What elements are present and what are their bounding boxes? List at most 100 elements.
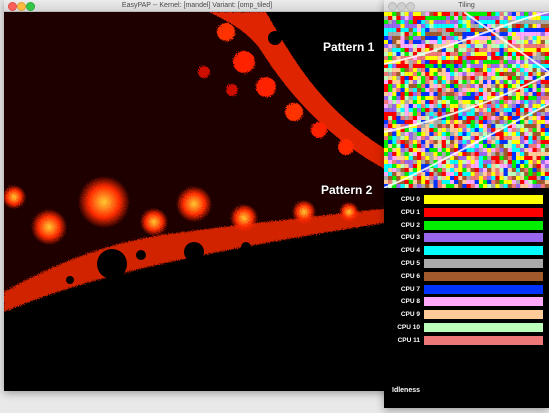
tile <box>425 44 430 49</box>
tile <box>450 40 455 45</box>
tile <box>507 180 512 185</box>
cpu-legend-row: CPU 3 <box>384 233 549 243</box>
main-titlebar[interactable]: EasyPAP -- Kernel: [mandel] Variant: [om… <box>4 0 390 12</box>
tile <box>408 100 413 105</box>
tile <box>503 44 508 49</box>
tile <box>425 84 430 89</box>
tile <box>544 76 549 81</box>
tile <box>408 28 413 33</box>
tile <box>392 132 397 137</box>
tile <box>437 84 442 89</box>
tile <box>540 116 545 121</box>
tile <box>454 16 459 21</box>
tile <box>421 164 426 169</box>
tile <box>392 112 397 117</box>
tile <box>540 172 545 177</box>
tile <box>445 108 451 113</box>
tile <box>536 28 541 33</box>
tile <box>532 88 537 93</box>
tile <box>437 104 442 109</box>
tile <box>499 76 504 81</box>
tile <box>511 176 517 181</box>
tile <box>458 20 463 25</box>
tile <box>429 124 434 129</box>
tile <box>384 152 389 157</box>
tile <box>412 156 418 161</box>
tile <box>532 120 537 125</box>
tile <box>540 84 545 89</box>
tile <box>421 48 426 53</box>
tile <box>503 32 508 37</box>
tile <box>437 64 442 69</box>
minimize-button[interactable] <box>17 2 26 11</box>
tile <box>454 28 459 33</box>
tile <box>520 44 525 49</box>
tile <box>396 140 401 145</box>
tile <box>429 104 434 109</box>
maximize-button[interactable] <box>26 2 35 11</box>
tile <box>429 60 434 65</box>
tile <box>520 184 525 189</box>
tile <box>458 72 463 77</box>
tile <box>520 160 525 165</box>
tile <box>520 64 525 69</box>
tile <box>445 20 451 25</box>
tile <box>429 48 434 53</box>
close-button[interactable] <box>8 2 17 11</box>
mandelbrot-canvas[interactable]: Pattern 1 Pattern 2 <box>4 12 390 391</box>
tile <box>462 136 467 141</box>
tile <box>445 60 451 65</box>
tile <box>495 28 500 33</box>
tile <box>433 52 438 57</box>
tile <box>433 176 438 181</box>
tile <box>441 180 446 185</box>
tile <box>532 64 537 69</box>
tile <box>425 32 430 37</box>
tile <box>404 60 409 65</box>
tile <box>470 132 475 137</box>
tiling-titlebar[interactable]: Tiling <box>384 0 549 12</box>
tile <box>458 32 463 37</box>
tile <box>429 40 434 45</box>
tile <box>412 168 418 173</box>
tile <box>450 92 455 97</box>
tile <box>404 164 409 169</box>
tile <box>483 96 488 101</box>
tile <box>437 60 442 65</box>
tile <box>408 104 413 109</box>
tile <box>429 108 434 113</box>
tile <box>408 20 413 25</box>
tile <box>483 128 488 133</box>
tile <box>516 64 521 69</box>
tile <box>412 68 418 73</box>
minimize-button[interactable] <box>397 2 406 11</box>
tile <box>507 140 512 145</box>
tile <box>450 120 455 125</box>
tile <box>536 60 541 65</box>
tile <box>404 32 409 37</box>
pattern-1-label: Pattern 1 <box>323 40 375 54</box>
cpu-color-swatch <box>424 259 543 268</box>
tile <box>445 136 451 141</box>
tile-boundary-line <box>384 103 549 189</box>
tile <box>445 28 451 33</box>
tile <box>429 160 434 165</box>
tile <box>400 176 405 181</box>
tile <box>421 96 426 101</box>
tile <box>516 32 521 37</box>
tile <box>441 76 446 81</box>
tile <box>437 128 442 133</box>
tile <box>495 180 500 185</box>
tile <box>524 112 529 117</box>
close-button[interactable] <box>388 2 397 11</box>
tile <box>540 132 545 137</box>
tile <box>483 12 488 17</box>
tile <box>544 112 549 117</box>
tile <box>474 76 479 81</box>
tile <box>388 148 393 153</box>
tile <box>392 176 397 181</box>
tile <box>507 136 512 141</box>
tile <box>429 56 434 61</box>
maximize-button[interactable] <box>406 2 415 11</box>
tile <box>441 28 446 33</box>
